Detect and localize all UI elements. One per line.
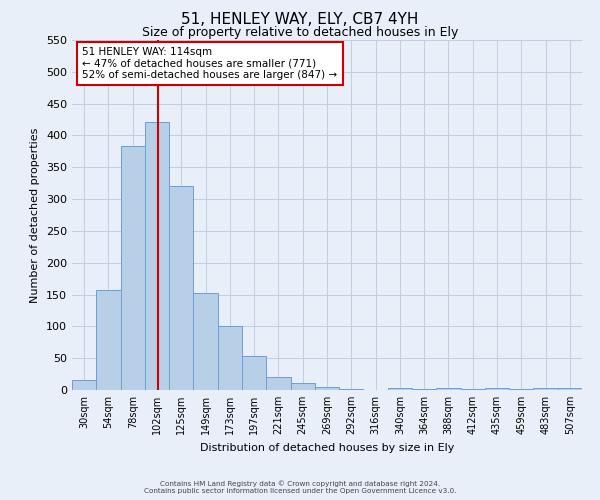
Bar (218, 326, 242, 390)
Text: 51 HENLEY WAY: 114sqm
← 47% of detached houses are smaller (771)
52% of semi-det: 51 HENLEY WAY: 114sqm ← 47% of detached … (82, 47, 337, 80)
Bar (242, 356, 266, 390)
Text: Contains HM Land Registry data © Crown copyright and database right 2024.
Contai: Contains HM Land Registry data © Crown c… (144, 480, 456, 494)
Bar (315, 387, 339, 390)
Bar (145, 122, 169, 390)
Bar (121, 146, 145, 390)
Text: 51, HENLEY WAY, ELY, CB7 4YH: 51, HENLEY WAY, ELY, CB7 4YH (181, 12, 419, 28)
Bar (485, 388, 509, 390)
Bar (290, 383, 315, 390)
X-axis label: Distribution of detached houses by size in Ely: Distribution of detached houses by size … (200, 442, 454, 452)
Bar (72, 380, 96, 390)
Y-axis label: Number of detached properties: Number of detached properties (31, 128, 40, 302)
Bar (558, 388, 582, 390)
Bar (169, 186, 193, 390)
Bar (266, 378, 290, 390)
Bar (436, 388, 461, 390)
Bar (96, 290, 121, 390)
Bar (339, 388, 364, 390)
Bar (388, 388, 412, 390)
Bar (193, 292, 218, 390)
Bar (533, 388, 558, 390)
Text: Size of property relative to detached houses in Ely: Size of property relative to detached ho… (142, 26, 458, 39)
